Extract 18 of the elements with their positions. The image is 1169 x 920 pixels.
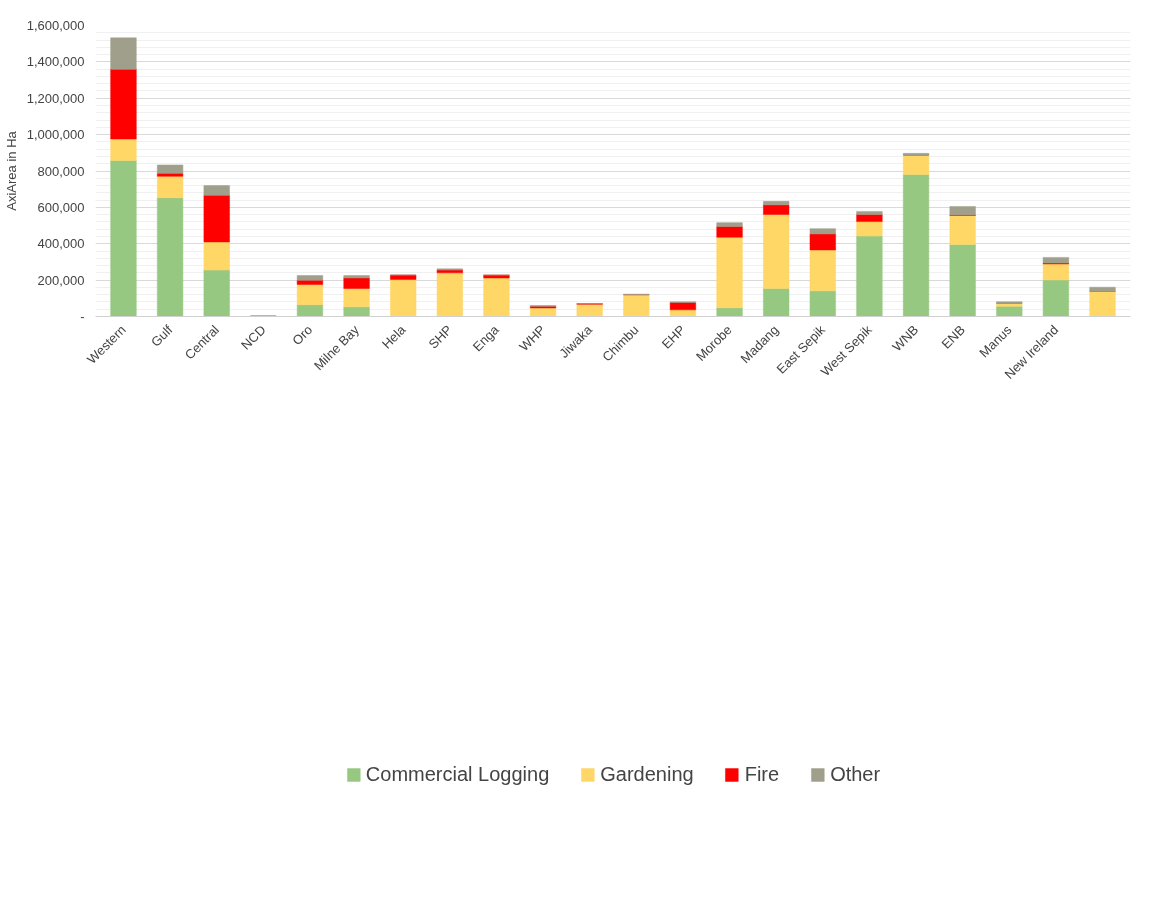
y-tick-label: 800,000 [37,163,85,179]
y-tick-label: 1,400,000 [26,54,85,70]
y-tick-label: 1,200,000 [26,90,85,106]
y-tick-label: 600,000 [37,199,85,215]
y-axis-title: AxiArea in Ha [3,130,19,211]
x-tick-label: Oro [289,322,316,349]
legend-label: Gardening [600,762,694,786]
y-tick-label: 1,600,000 [26,18,85,33]
x-tick-label: Gulf [147,321,176,350]
y-tick-label: 200,000 [37,272,85,288]
legend-label: Other [830,762,881,786]
x-tick-label: SHP [425,322,456,352]
y-tick-label: - [80,309,85,324]
legend-label: Fire [744,762,780,786]
y-tick-label: 400,000 [37,236,85,252]
y-tick-label: 1,000,000 [26,127,85,143]
legend-label: Commercial Logging [365,762,550,786]
x-tick-label: Hela [378,321,410,352]
